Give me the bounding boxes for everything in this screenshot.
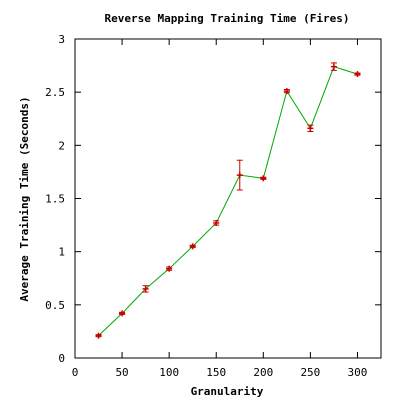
x-tick-label: 50 xyxy=(115,366,128,379)
data-point xyxy=(283,88,290,95)
y-tick-label: 2 xyxy=(58,139,65,152)
data-point xyxy=(166,265,173,272)
y-axis-label: Average Training Time (Seconds) xyxy=(18,96,31,301)
x-tick-label: 0 xyxy=(72,366,79,379)
data-point xyxy=(95,332,102,339)
y-tick-label: 2.5 xyxy=(45,86,65,99)
data-point xyxy=(213,219,220,226)
series-line xyxy=(98,66,358,337)
data-point xyxy=(307,125,314,132)
y-tick-label: 1 xyxy=(58,246,65,259)
data-point xyxy=(189,243,196,250)
data-point xyxy=(142,285,149,292)
data-point xyxy=(354,71,361,78)
data-point xyxy=(119,310,126,317)
y-tick-label: 3 xyxy=(58,33,65,46)
x-tick-label: 200 xyxy=(253,366,273,379)
y-tick-label: 0 xyxy=(58,352,65,365)
x-tick-label: 100 xyxy=(159,366,179,379)
data-point xyxy=(236,172,243,179)
chart-title: Reverse Mapping Training Time (Fires) xyxy=(104,12,349,25)
data-point xyxy=(330,63,337,70)
data-point xyxy=(260,175,267,182)
y-tick-label: 0.5 xyxy=(45,299,65,312)
x-tick-label: 150 xyxy=(206,366,226,379)
y-tick-label: 1.5 xyxy=(45,193,65,206)
data-series xyxy=(95,62,361,339)
x-tick-label: 250 xyxy=(300,366,320,379)
axis-ticks: 0 50 100 150 200 250 300 0 0.5 1 1.5 2 2.5 3 xyxy=(45,33,381,379)
x-tick-label: 300 xyxy=(348,366,368,379)
x-axis-label: Granularity xyxy=(191,385,264,398)
